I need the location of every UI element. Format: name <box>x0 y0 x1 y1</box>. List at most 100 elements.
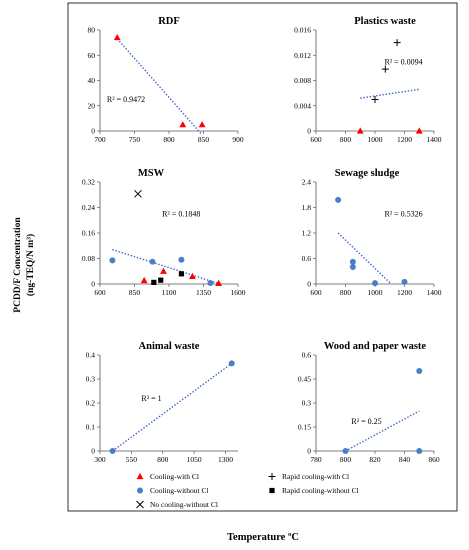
legend-label: Cooling-with Cl <box>150 472 199 481</box>
y-tick-label: 40 <box>88 76 96 85</box>
x-tick-label: 1400 <box>427 135 442 144</box>
y-tick-label: 0.008 <box>294 76 311 85</box>
y-tick-label: 80 <box>88 26 96 35</box>
data-point <box>381 65 389 73</box>
data-point <box>393 39 401 47</box>
data-point <box>134 189 142 198</box>
data-point <box>189 272 196 279</box>
y-tick-label: 0 <box>307 447 311 456</box>
y-tick-label: 0 <box>91 127 95 136</box>
legend-label: Rapid cooling-without Cl <box>282 486 359 495</box>
data-point <box>109 448 116 454</box>
legend-item: No cooling-without Cl <box>136 500 218 509</box>
x-tick-label: 800 <box>340 135 352 144</box>
y-tick-label: 0.012 <box>294 51 311 60</box>
x-tick-label: 1050 <box>187 455 202 464</box>
legend-marker <box>137 487 143 494</box>
x-tick-label: 1000 <box>368 288 383 297</box>
x-tick-label: 850 <box>129 288 141 297</box>
x-tick-label: 780 <box>310 455 322 464</box>
data-point <box>158 277 164 283</box>
y-tick-label: 0.45 <box>298 375 311 384</box>
legend-item: Cooling-with Cl <box>136 472 199 481</box>
chart-panel-3: MSW 600 850 1100 1350 1600 0 0.08 0.16 0.24 0.32 R²… <box>82 168 246 297</box>
y-tick-label: 20 <box>88 101 96 110</box>
x-tick-label: 800 <box>340 288 352 297</box>
y-tick-label: 0.4 <box>86 351 96 360</box>
chart-panel-2: Plastics waste 600 800 1000 1200 1400 0 0.004 0.… <box>294 16 442 144</box>
trend-line <box>337 232 392 285</box>
x-tick-label: 600 <box>310 135 322 144</box>
y-tick-label: 0.15 <box>298 423 311 432</box>
data-point <box>109 257 116 264</box>
y-axis-label-line1: PCDD/F Concentration <box>13 217 23 313</box>
data-point <box>160 267 167 274</box>
x-tick-label: 600 <box>94 288 106 297</box>
x-axis-label: Temperature ºC <box>227 532 299 543</box>
data-point <box>342 448 349 454</box>
x-tick-label: 750 <box>129 135 141 144</box>
x-tick-label: 800 <box>157 455 169 464</box>
data-point <box>335 196 342 203</box>
r-squared-annotation: R² = 0.1848 <box>162 210 200 219</box>
chart-title: RDF <box>158 16 180 27</box>
data-point <box>198 121 206 128</box>
y-tick-label: 1.2 <box>302 229 312 238</box>
r-squared-annotation: R² = 0.5326 <box>384 210 422 219</box>
data-point <box>215 279 223 286</box>
legend-marker <box>268 473 276 480</box>
x-tick-label: 700 <box>94 135 106 144</box>
x-tick-label: 900 <box>232 135 244 144</box>
y-tick-label: 0.6 <box>302 351 312 360</box>
x-tick-label: 1400 <box>427 288 442 297</box>
x-tick-label: 1000 <box>368 135 383 144</box>
y-tick-label: 0.08 <box>82 254 95 263</box>
x-tick-label: 860 <box>428 455 440 464</box>
x-tick-label: 840 <box>399 455 411 464</box>
y-tick-label: 0.16 <box>82 229 95 238</box>
y-tick-label: 2.4 <box>302 178 312 187</box>
chart-panel-1: RDF 700 750 800 850 900 0 20 40 60 80 R² = 0.9472 <box>88 16 244 144</box>
legend-label: No cooling-without Cl <box>150 500 218 509</box>
data-point <box>179 121 187 128</box>
y-tick-label: 0.3 <box>302 399 312 408</box>
x-tick-label: 1200 <box>397 135 412 144</box>
x-tick-label: 600 <box>310 288 322 297</box>
y-tick-label: 0 <box>91 447 95 456</box>
data-point <box>151 279 157 286</box>
trend-line <box>345 410 420 452</box>
legend-item: Rapid cooling-without Cl <box>269 486 359 495</box>
trend-line <box>116 38 203 136</box>
x-tick-label: 1300 <box>218 455 233 464</box>
y-tick-label: 0.004 <box>294 101 311 110</box>
legend-item: Rapid cooling-with Cl <box>268 472 349 481</box>
r-squared-annotation: R² = 0.25 <box>351 417 381 426</box>
y-tick-label: 0 <box>91 280 95 289</box>
y-tick-label: 1.8 <box>302 203 312 212</box>
x-tick-label: 1600 <box>231 288 246 297</box>
y-tick-label: 60 <box>88 51 96 60</box>
x-tick-label: 820 <box>369 455 381 464</box>
y-axis-label-line2: (ng-TEQ/N m³) <box>25 234 36 296</box>
r-squared-annotation: R² = 1 <box>141 394 161 403</box>
chart-title: Wood and paper waste <box>324 341 427 352</box>
x-tick-label: 300 <box>94 455 106 464</box>
chart-panel-6: Wood and paper waste 780 800 820 840 860 0 0.15… <box>298 341 440 464</box>
legend-marker <box>269 487 275 494</box>
legend-label: Cooling-without Cl <box>150 486 209 495</box>
chart-title: Animal waste <box>139 341 200 352</box>
data-point <box>140 276 148 284</box>
data-point <box>416 448 423 454</box>
data-point <box>178 256 185 263</box>
data-point <box>415 127 423 134</box>
data-point <box>401 278 408 285</box>
y-tick-label: 0 <box>307 127 311 136</box>
y-tick-label: 0.6 <box>302 254 312 263</box>
trend-line <box>360 88 420 99</box>
chart-title: Sewage sludge <box>335 168 400 179</box>
y-tick-label: 0.2 <box>86 399 96 408</box>
x-tick-label: 1200 <box>397 288 412 297</box>
y-tick-label: 0.32 <box>82 178 95 187</box>
y-tick-label: 0 <box>307 280 311 289</box>
